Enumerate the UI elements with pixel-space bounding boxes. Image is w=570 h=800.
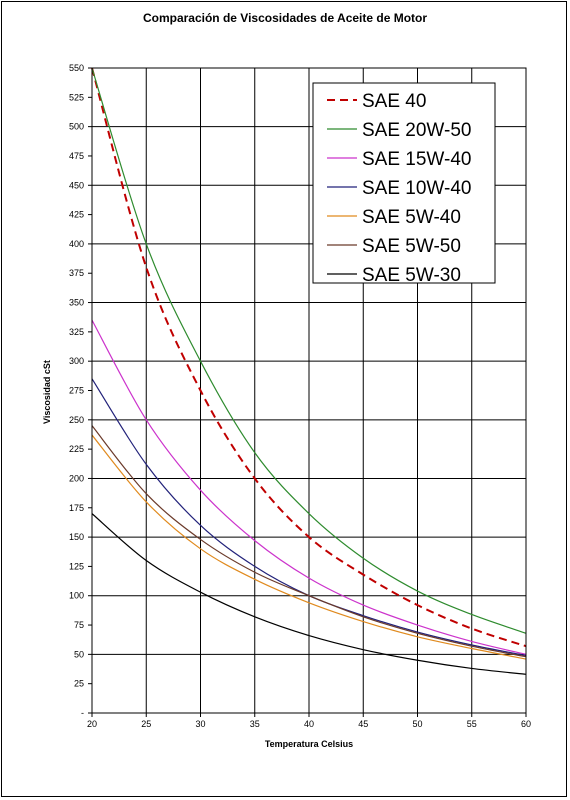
y-tick-label: 125 — [69, 561, 84, 571]
y-tick-label: 275 — [69, 386, 84, 396]
series-line-sae-10w-40 — [91, 378, 527, 657]
legend-label-sae-5w-50: SAE 5W-50 — [362, 236, 461, 257]
series-line-sae-20w-50 — [91, 67, 527, 634]
plot-area — [91, 67, 527, 714]
y-tick-label: 300 — [69, 356, 84, 366]
y-tick-label: 325 — [69, 327, 84, 337]
tick-labels: 20 25 30 35 40 45 50 55 60 - 25 50 75 100 125 150 175 200… — [69, 63, 531, 729]
legend-label-sae-40: SAE 40 — [362, 91, 426, 112]
y-tick-label: 200 — [69, 473, 84, 483]
y-axis-label: Viscosidad cSt — [42, 360, 52, 424]
legend-box — [312, 82, 496, 284]
legend-label-sae-10w-40: SAE 10W-40 — [362, 178, 471, 199]
x-tick-label: 60 — [521, 719, 531, 729]
y-tick-label: 550 — [69, 63, 84, 73]
y-tick-label: 175 — [69, 503, 84, 513]
x-tick-label: 55 — [467, 719, 477, 729]
y-tick-label: 425 — [69, 210, 84, 220]
x-tick-label: 50 — [412, 719, 422, 729]
x-axis-label: Temperatura Celsius — [265, 739, 353, 749]
y-tick-label: 500 — [69, 122, 84, 132]
y-tick-label: 100 — [69, 591, 84, 601]
series-line-sae-5w-40 — [91, 434, 527, 660]
series-line-sae-5w-30 — [91, 513, 527, 675]
x-tick-label: 30 — [195, 719, 205, 729]
series-lines — [91, 67, 527, 675]
chart-title: Comparación de Viscosidades de Aceite de… — [143, 11, 427, 25]
legend-label-sae-15w-40: SAE 15W-40 — [362, 149, 471, 170]
y-tick-label: 250 — [69, 415, 84, 425]
y-tick-label: 75 — [74, 620, 84, 630]
y-tick-label: 150 — [69, 532, 84, 542]
y-tick-label: 50 — [74, 649, 84, 659]
y-tick-label: 350 — [69, 298, 84, 308]
y-tick-label: 375 — [69, 268, 84, 278]
legend-label-sae-5w-40: SAE 5W-40 — [362, 207, 461, 228]
series-line-sae-15w-40 — [91, 319, 527, 655]
y-tick-label: 225 — [69, 444, 84, 454]
legend-label-sae-5w-30: SAE 5W-30 — [362, 265, 461, 286]
x-tick-label: 35 — [250, 719, 260, 729]
legend-label-sae-20w-50: SAE 20W-50 — [362, 120, 471, 141]
y-tick-label: 450 — [69, 180, 84, 190]
y-tick-label: 525 — [69, 92, 84, 102]
x-tick-label: 45 — [358, 719, 368, 729]
legend: SAE 40 SAE 20W-50 SAE 15W-40 SAE 10W-40 SAE … — [312, 82, 496, 286]
y-tick-label: 25 — [74, 679, 84, 689]
y-tick-label: - — [81, 708, 84, 718]
y-tick-label: 475 — [69, 151, 84, 161]
series-line-sae-5w-50 — [91, 425, 527, 658]
x-tick-label: 40 — [304, 719, 314, 729]
series-line-sae-40 — [91, 67, 527, 648]
y-tick-label: 400 — [69, 239, 84, 249]
x-tick-label: 20 — [87, 719, 97, 729]
x-tick-label: 25 — [141, 719, 151, 729]
